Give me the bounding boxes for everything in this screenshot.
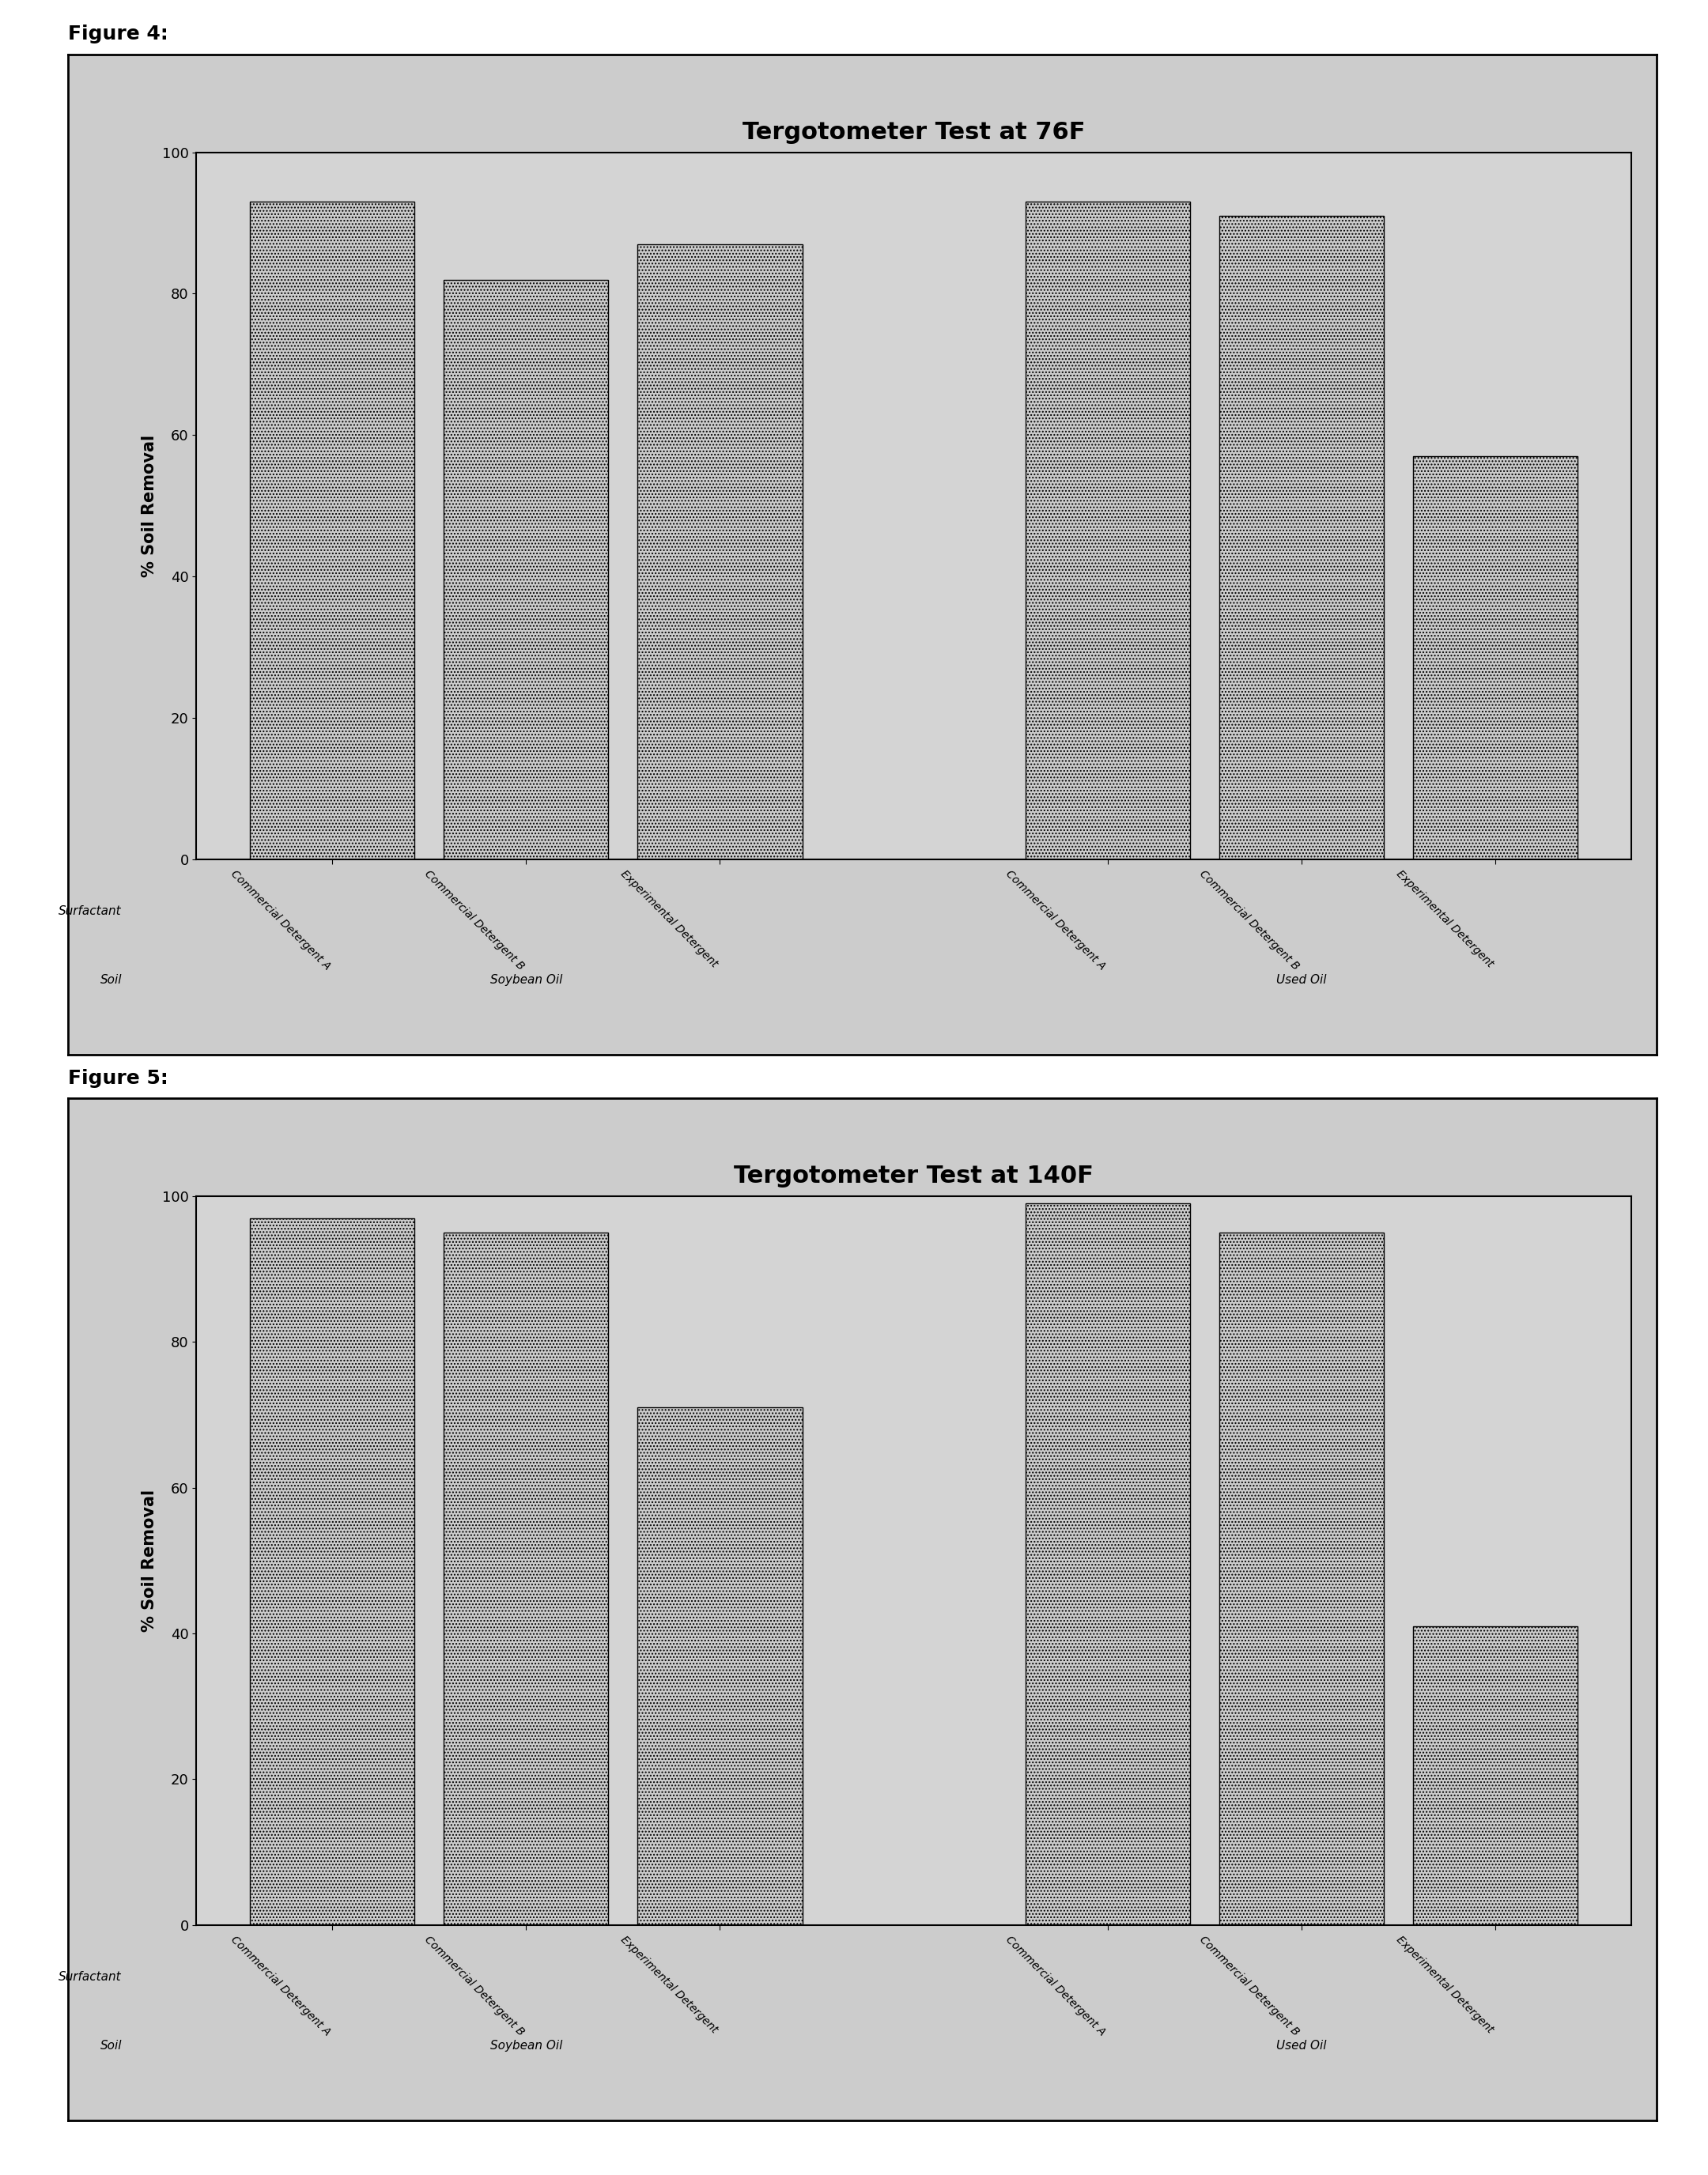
Bar (249, 1218, 415, 1925)
Bar (444, 281, 608, 859)
Text: Commercial Detergent A: Commercial Detergent A (229, 868, 331, 972)
Title: Tergotometer Test at 140F: Tergotometer Test at 140F (734, 1166, 1093, 1188)
Text: Soil: Soil (101, 2040, 121, 2051)
Title: Tergotometer Test at 76F: Tergotometer Test at 76F (743, 122, 1085, 144)
Text: Commercial Detergent B: Commercial Detergent B (1197, 868, 1301, 972)
Text: Surfactant: Surfactant (58, 1971, 121, 1984)
Bar (1220, 215, 1383, 859)
Bar (637, 244, 803, 859)
Text: Experimental Detergent: Experimental Detergent (618, 1934, 719, 2036)
Text: Used Oil: Used Oil (1276, 974, 1327, 985)
Text: Experimental Detergent: Experimental Detergent (618, 868, 719, 970)
Bar (1413, 457, 1578, 859)
Bar (1413, 1627, 1578, 1925)
Text: Used Oil: Used Oil (1276, 2040, 1327, 2051)
Text: Surfactant: Surfactant (58, 905, 121, 918)
Bar (1220, 1233, 1383, 1925)
Text: Figure 5:: Figure 5: (68, 1068, 169, 1088)
Text: Commercial Detergent A: Commercial Detergent A (1004, 1934, 1108, 2038)
Text: Commercial Detergent B: Commercial Detergent B (1197, 1934, 1301, 2038)
Text: Soybean Oil: Soybean Oil (490, 974, 562, 985)
Text: Commercial Detergent A: Commercial Detergent A (229, 1934, 331, 2038)
Bar (444, 1233, 608, 1925)
Y-axis label: % Soil Removal: % Soil Removal (142, 435, 157, 576)
Bar (1025, 1203, 1190, 1925)
Text: Commercial Detergent A: Commercial Detergent A (1004, 868, 1108, 972)
Bar (249, 202, 415, 859)
Text: Commercial Detergent B: Commercial Detergent B (422, 868, 526, 972)
Y-axis label: % Soil Removal: % Soil Removal (142, 1490, 157, 1631)
Text: Figure 4:: Figure 4: (68, 24, 169, 44)
Bar (637, 1407, 803, 1925)
Bar (1025, 202, 1190, 859)
Text: Commercial Detergent B: Commercial Detergent B (422, 1934, 526, 2038)
Text: Soil: Soil (101, 974, 121, 985)
Text: Experimental Detergent: Experimental Detergent (1394, 1934, 1496, 2036)
Text: Experimental Detergent: Experimental Detergent (1394, 868, 1496, 970)
Text: Soybean Oil: Soybean Oil (490, 2040, 562, 2051)
